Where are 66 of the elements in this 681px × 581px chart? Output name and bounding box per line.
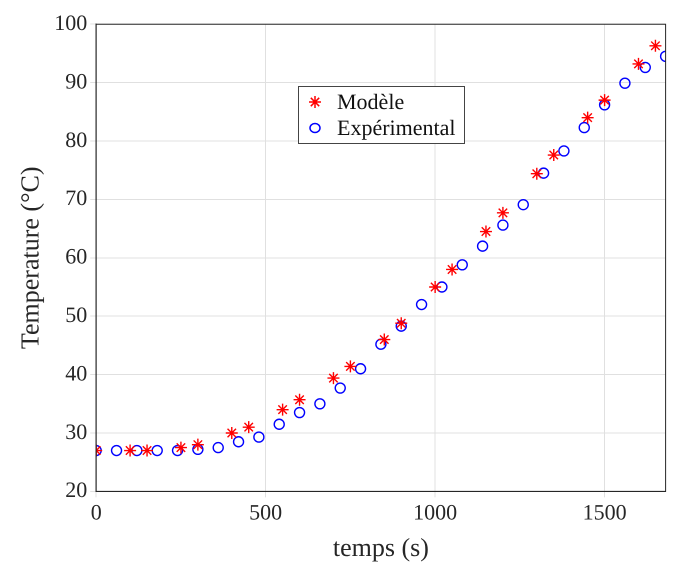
x-tick-label: 500	[249, 499, 282, 524]
point	[530, 167, 544, 180]
point	[232, 436, 244, 448]
point	[314, 398, 326, 410]
y-tick-label: 60	[65, 244, 88, 269]
x-axis-title: temps (s)	[332, 533, 429, 562]
point	[344, 360, 358, 374]
point	[578, 122, 590, 134]
point	[456, 259, 468, 271]
point	[598, 99, 610, 110]
y-tick-label: 90	[65, 68, 88, 94]
point	[436, 281, 448, 293]
point	[294, 406, 306, 418]
point	[598, 93, 612, 107]
point	[334, 382, 346, 394]
y-tick-label: 30	[65, 418, 88, 444]
y-tick-label: 20	[65, 477, 88, 502]
point	[632, 57, 646, 71]
point	[276, 402, 290, 416]
point	[396, 320, 407, 332]
point	[131, 444, 143, 456]
y-tick-label: 100	[54, 10, 88, 35]
point	[547, 148, 560, 162]
x-tick-label: 1500	[582, 499, 627, 524]
legend-label: Expérimental	[337, 115, 456, 141]
y-tick-label: 50	[65, 302, 88, 327]
point	[428, 280, 442, 294]
point	[518, 198, 529, 210]
point	[174, 440, 188, 454]
point	[479, 224, 493, 238]
x-tick-label: 0	[90, 499, 102, 524]
point	[580, 110, 594, 124]
point	[378, 332, 391, 346]
point	[416, 298, 428, 310]
point	[538, 167, 550, 179]
point	[326, 371, 340, 385]
point	[172, 444, 184, 456]
y-axis-title: Temperature (°C)	[15, 166, 44, 350]
point	[192, 444, 204, 456]
point	[152, 444, 163, 456]
point	[375, 338, 387, 350]
point	[476, 240, 488, 252]
point	[496, 206, 510, 220]
point	[225, 426, 238, 440]
point	[558, 145, 570, 157]
point	[274, 418, 285, 430]
point	[445, 262, 459, 276]
point	[212, 442, 224, 454]
point	[497, 219, 509, 231]
point	[354, 363, 366, 374]
point	[619, 77, 631, 89]
point	[292, 393, 306, 406]
y-tick-label: 40	[65, 360, 88, 386]
point	[242, 420, 256, 434]
point	[640, 62, 651, 74]
point	[253, 431, 265, 443]
point	[123, 444, 137, 458]
point	[394, 316, 408, 330]
y-tick-label: 80	[65, 126, 88, 152]
point	[648, 39, 662, 53]
x-tick-label: 1000	[413, 499, 458, 524]
point	[110, 444, 122, 456]
point	[191, 438, 205, 452]
y-tick-label: 70	[65, 185, 88, 210]
legend-label: Modèle	[337, 89, 404, 115]
point	[140, 444, 154, 458]
